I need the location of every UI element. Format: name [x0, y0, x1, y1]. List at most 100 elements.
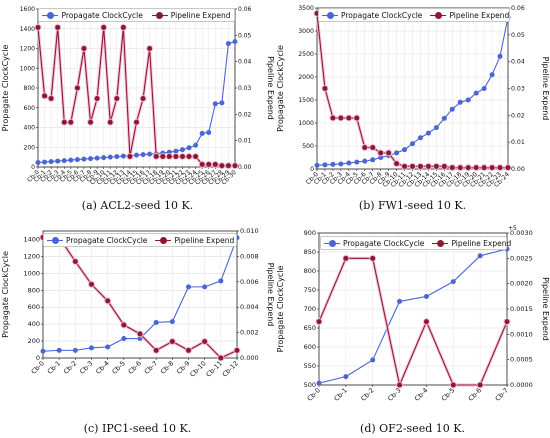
data-point-clock [55, 158, 61, 164]
y2-axis-label: Pipeline Expend [541, 57, 550, 121]
data-point-pipeline [153, 153, 159, 159]
y2-axis-label: Pipeline Expend [541, 277, 550, 341]
legend-marker-pipeline [155, 236, 172, 244]
legend-label-pipeline: Pipeline Expend [170, 10, 231, 20]
y2-tick-label: 0.04 [238, 59, 252, 66]
data-point-pipeline [378, 150, 384, 156]
data-point-pipeline [433, 163, 439, 169]
y2-tick-label: 0.00 [238, 164, 252, 171]
y-tick-label: 800 [24, 85, 36, 92]
legend-item-pipeline: Pipeline Expend [155, 236, 234, 245]
data-point-clock [186, 284, 191, 290]
y-tick-label: 1400 [23, 235, 40, 243]
data-point-clock [193, 142, 199, 148]
x-tick-label: Cb-5 [110, 359, 126, 375]
y-tick-label: 400 [28, 320, 40, 328]
caption: (a) ACL2-seed 10 K. [81, 199, 194, 212]
y2-tick-label: 0.008 [240, 252, 259, 260]
data-point-clock [394, 150, 400, 156]
y2-tick-label: 0.01 [238, 138, 252, 145]
data-point-clock [433, 125, 439, 131]
legend-marker-pipeline [432, 239, 449, 247]
y-tick-label: 800 [304, 267, 316, 275]
data-point-pipeline [114, 96, 120, 102]
caption: (b) FW1-seed 10 K. [358, 199, 467, 212]
data-point-pipeline [101, 24, 107, 30]
y2-tick-label: 0.002 [240, 329, 259, 337]
data-point-clock [338, 161, 344, 167]
data-point-pipeline [330, 115, 336, 121]
data-point-clock [423, 293, 429, 299]
data-point-clock [147, 151, 153, 157]
series-line-clock [318, 248, 508, 384]
y-tick-label: 600 [28, 303, 40, 311]
legend-marker-clock [47, 236, 63, 244]
data-point-pipeline [140, 96, 146, 102]
data-point-pipeline [370, 145, 376, 151]
y-tick-label: 700 [304, 305, 316, 313]
data-point-clock [370, 157, 376, 163]
y-tick-label: 650 [304, 324, 316, 332]
data-point-pipeline [120, 24, 126, 30]
x-tick-label: Cb-3 [78, 359, 94, 375]
y2-tick-label: 0.05 [238, 32, 252, 39]
data-point-pipeline [202, 338, 208, 344]
y2-tick-label: 0.006 [240, 278, 259, 286]
y-tick-label: 200 [24, 144, 36, 151]
x-tick-label: Cb-7 [143, 359, 159, 375]
y2-tick-label: 0.03 [511, 86, 525, 93]
y2-tick-label: 0.0020 [510, 280, 533, 288]
data-point-pipeline [127, 153, 133, 159]
legend-item-clock: Propagate ClockCycle [42, 11, 143, 20]
data-point-pipeline [166, 153, 172, 159]
data-point-clock [346, 160, 352, 166]
data-point-clock [402, 147, 408, 153]
data-point-clock [68, 157, 74, 163]
panel-acl2: 0 200 400 600 800 1000 1200 1400 1600 0.00 0.01 0.0… [0, 0, 275, 219]
x-tick-label: Cb-8 [159, 359, 175, 375]
y2-tick-label: 0.004 [240, 303, 259, 311]
data-point-clock [94, 155, 100, 161]
data-point-clock [322, 162, 328, 168]
data-point-pipeline [386, 150, 392, 156]
data-point-clock [48, 159, 54, 165]
data-point-clock [449, 106, 455, 112]
data-point-clock [35, 160, 41, 166]
y-tick-label: 2000 [298, 74, 314, 81]
y2-tick-label: 0.01 [511, 139, 525, 146]
data-point-pipeline [370, 255, 376, 261]
y-tick-label: 200 [28, 337, 40, 345]
data-point-clock [169, 319, 175, 325]
data-point-pipeline [48, 96, 54, 102]
y-tick-label: 1000 [298, 120, 314, 127]
y-axis-label: Propagate ClockCycle [276, 45, 285, 132]
data-point-pipeline [417, 163, 423, 169]
data-point-pipeline [234, 347, 240, 353]
data-point-pipeline [94, 96, 100, 102]
data-point-clock [173, 148, 179, 154]
data-point-pipeline [505, 165, 511, 171]
y2-tick-label: 0.00 [511, 166, 525, 173]
data-point-pipeline [179, 153, 185, 159]
y-tick-label: 0 [31, 164, 35, 171]
legend-item-pipeline: Pipeline Expend [432, 239, 511, 248]
y2-tick-label: 0.010 [240, 227, 259, 235]
x-tick-label: Cb-11 [205, 359, 224, 378]
legend-marker-clock [322, 11, 338, 19]
data-point-pipeline [35, 24, 41, 30]
y-tick-label: 1500 [298, 97, 314, 104]
x-tick-label: Cb-3 [386, 386, 402, 402]
data-point-clock [225, 41, 231, 47]
data-point-pipeline [322, 86, 328, 91]
data-point-pipeline [410, 163, 415, 169]
data-point-clock [330, 161, 336, 167]
x-tick-label: Cb-12 [221, 359, 240, 378]
legend-item-clock: Propagate ClockCycle [322, 11, 422, 20]
y2-tick-label: 0.02 [238, 111, 252, 118]
data-point-pipeline [81, 46, 87, 51]
y2-tick-label: 0.0025 [510, 254, 533, 262]
data-point-clock [199, 130, 205, 136]
data-point-clock [450, 279, 456, 285]
data-point-pipeline [173, 153, 179, 159]
legend-marker-pipeline [430, 11, 447, 19]
